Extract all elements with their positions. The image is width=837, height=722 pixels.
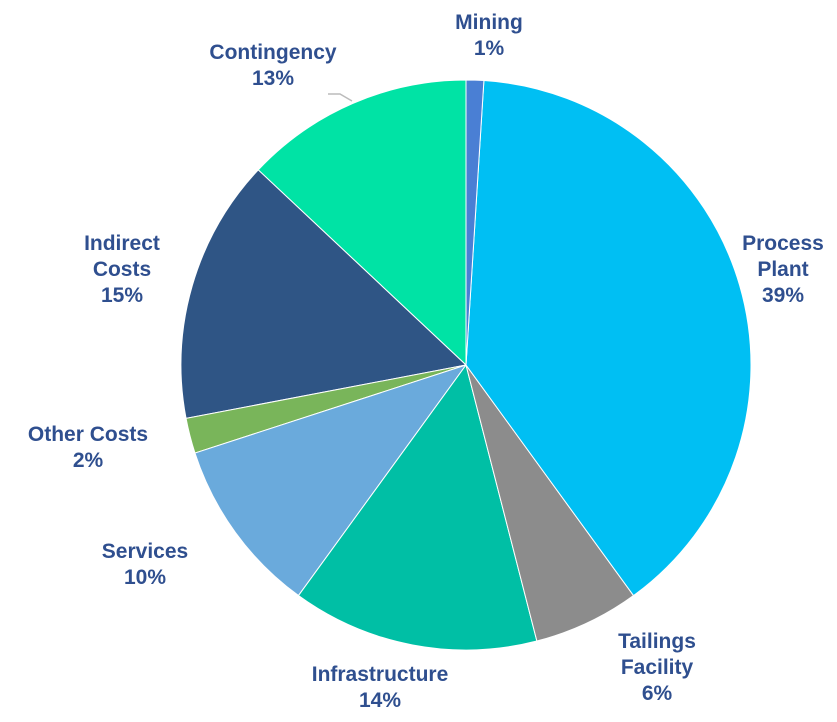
slice-label: Infrastructure 14% (280, 662, 480, 714)
value-label: 15% (100, 284, 144, 307)
value-label: 10% (123, 566, 167, 589)
pie-slice (194, 364, 468, 597)
value-label: 14% (358, 689, 402, 712)
category-label: Other Costs (27, 423, 149, 446)
category-label: Services (101, 540, 189, 563)
slice-label: Indirect Costs 15% (72, 231, 172, 309)
pie-slice (465, 80, 752, 597)
slice-label: Contingency 13% (183, 40, 363, 92)
pie-slice (257, 79, 467, 367)
category-label: Indirect Costs (84, 232, 160, 281)
pie-slice (297, 363, 538, 651)
value-label: 1% (473, 37, 505, 60)
pie-slice (180, 169, 468, 419)
slice-label: Tailings Facility 6% (607, 629, 707, 707)
value-label: 13% (251, 67, 295, 90)
value-label: 6% (641, 682, 673, 705)
slice-label: Other Costs 2% (0, 422, 178, 474)
slice-label: Process Plant 39% (733, 231, 833, 309)
leader-line (328, 93, 353, 102)
value-label: 39% (761, 284, 805, 307)
slice-label: Services 10% (70, 539, 220, 591)
category-label: Contingency (209, 41, 337, 64)
slice-label: Mining 1% (429, 10, 549, 62)
category-label: Mining (455, 11, 523, 34)
category-label: Process Plant (742, 232, 824, 281)
category-label: Infrastructure (311, 663, 449, 686)
value-label: 2% (72, 449, 104, 472)
pie-slice (465, 79, 485, 366)
category-label: Tailings Facility (618, 630, 696, 679)
